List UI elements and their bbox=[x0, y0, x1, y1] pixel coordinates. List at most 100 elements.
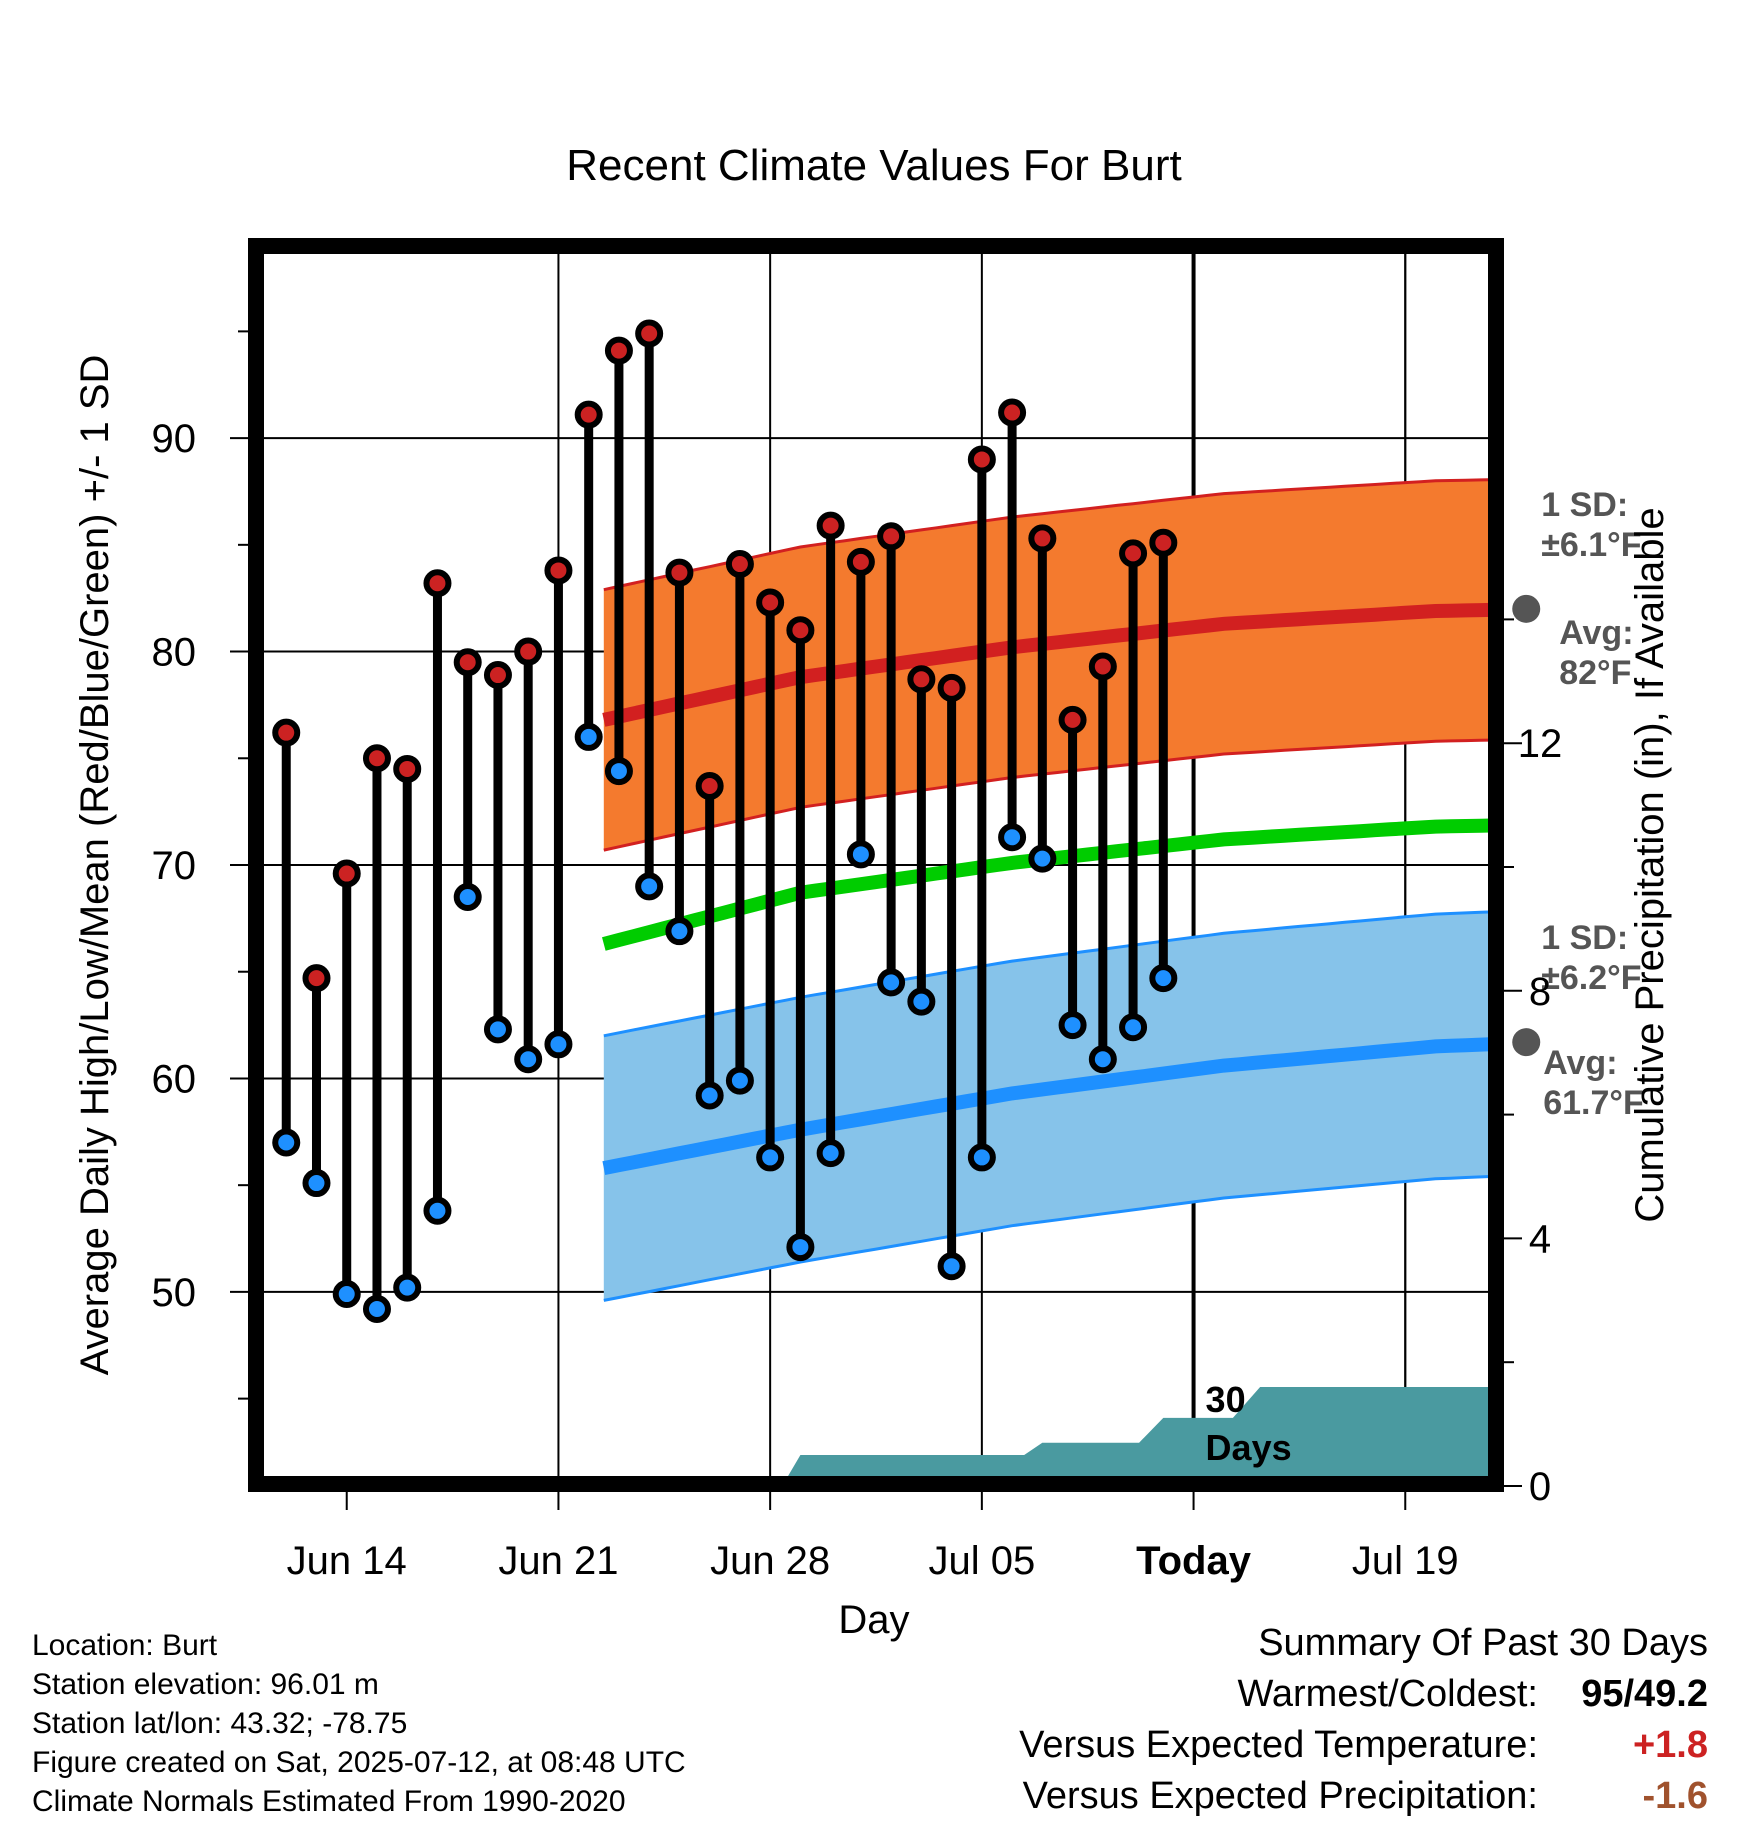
station-metadata: Location: Burt Station elevation: 96.01 … bbox=[32, 1626, 686, 1821]
x-axis-title: Day bbox=[838, 1598, 909, 1642]
day-bar-2025-07-02 bbox=[877, 522, 906, 997]
day-bar-2025-06-17 bbox=[423, 569, 452, 1225]
day-bar-2025-07-01 bbox=[846, 547, 875, 869]
high-point bbox=[998, 398, 1027, 427]
meta-location: Location: Burt bbox=[32, 1629, 218, 1662]
precip-value: -1.6 bbox=[1642, 1775, 1708, 1817]
low-sd-label: 1 SD: bbox=[1541, 919, 1628, 957]
y2-tick-label: 12 bbox=[1518, 722, 1563, 766]
day-bar-2025-06-14 bbox=[332, 859, 361, 1309]
low-point bbox=[786, 1233, 815, 1262]
x-tick-label: Jun 21 bbox=[498, 1539, 618, 1583]
low-point bbox=[756, 1143, 785, 1172]
high-avg-marker bbox=[1512, 594, 1541, 623]
daily-temperature-bars bbox=[272, 319, 1178, 1323]
low-point bbox=[514, 1045, 543, 1074]
low-point bbox=[967, 1143, 996, 1172]
day-bar-2025-06-19 bbox=[483, 661, 512, 1044]
high-point bbox=[544, 556, 573, 585]
high-point bbox=[877, 522, 906, 551]
low-point bbox=[302, 1169, 331, 1198]
high-point bbox=[967, 445, 996, 474]
day-bar-2025-07-11 bbox=[1149, 528, 1178, 993]
high-point bbox=[1149, 528, 1178, 557]
high-point bbox=[816, 511, 845, 540]
meta-created: Figure created on Sat, 2025-07-12, at 08… bbox=[32, 1746, 686, 1779]
day-bar-2025-06-26 bbox=[695, 772, 724, 1110]
high-point bbox=[786, 616, 815, 645]
temp-label: Versus Expected Temperature: bbox=[1019, 1724, 1538, 1766]
chart-title: Recent Climate Values For Burt bbox=[566, 141, 1181, 190]
low-point bbox=[665, 917, 694, 946]
meta-latlon: Station lat/lon: 43.32; -78.75 bbox=[32, 1707, 408, 1740]
day-bar-2025-06-27 bbox=[725, 550, 754, 1095]
high-point bbox=[907, 665, 936, 694]
low-avg-marker bbox=[1512, 1028, 1541, 1057]
temp-value: +1.8 bbox=[1632, 1724, 1708, 1766]
high-point bbox=[1088, 652, 1117, 681]
low-point bbox=[453, 883, 482, 912]
low-point bbox=[907, 987, 936, 1016]
low-point bbox=[635, 872, 664, 901]
day-bar-2025-06-18 bbox=[453, 648, 482, 912]
low-avg-label: Avg: bbox=[1543, 1044, 1617, 1082]
day-bar-2025-07-05 bbox=[967, 445, 996, 1172]
low-point bbox=[816, 1139, 845, 1168]
low-point bbox=[332, 1280, 361, 1309]
day-bar-2025-07-04 bbox=[937, 673, 966, 1281]
low-point bbox=[423, 1196, 452, 1225]
high-point bbox=[1119, 539, 1148, 568]
low-point bbox=[574, 722, 603, 751]
low-point bbox=[1149, 964, 1178, 993]
x-axis-ticks: Jun 14 Jun 21 Jun 28 Jul 05 Today Jul 19 bbox=[287, 1492, 1459, 1583]
day-bar-2025-06-28 bbox=[756, 588, 785, 1172]
day-bar-2025-06-21 bbox=[544, 556, 573, 1059]
high-point bbox=[725, 550, 754, 579]
low-point bbox=[937, 1252, 966, 1281]
day-bar-2025-06-30 bbox=[816, 511, 845, 1168]
y-tick-label: 80 bbox=[152, 631, 197, 675]
summary-precip: Versus Expected Precipitation: -1.6 bbox=[1023, 1775, 1708, 1818]
high-point bbox=[483, 661, 512, 690]
normal-high-band-upper bbox=[603, 478, 1496, 592]
x-tick-label: Today bbox=[1136, 1539, 1252, 1583]
high-avg-label: Avg: bbox=[1559, 614, 1633, 652]
low-point bbox=[1028, 844, 1057, 873]
normal-high-band-lower bbox=[603, 738, 1496, 852]
low-point bbox=[604, 757, 633, 786]
precip-fill bbox=[783, 1387, 1496, 1484]
low-point bbox=[695, 1081, 724, 1110]
day-bar-2025-06-23 bbox=[604, 336, 633, 786]
high-point bbox=[756, 588, 785, 617]
high-point bbox=[362, 744, 391, 773]
x-tick-label: Jul 05 bbox=[928, 1539, 1035, 1583]
summary-warm-cold: Warmest/Coldest: 95/49.2 bbox=[1237, 1673, 1708, 1716]
high-sd-value: ±6.1°F bbox=[1541, 526, 1641, 564]
normal-mean-line bbox=[602, 818, 1496, 951]
y2-axis-title: Cumulative Precipitation (in), If Availa… bbox=[1628, 507, 1672, 1222]
y-tick-label: 60 bbox=[152, 1057, 197, 1101]
low-point bbox=[544, 1030, 573, 1059]
normal-low-band-lower bbox=[603, 1174, 1496, 1302]
low-avg-value: 61.7°F bbox=[1543, 1084, 1644, 1122]
high-avg-value: 82°F bbox=[1559, 654, 1631, 692]
precip-label-30: 30 bbox=[1206, 1379, 1246, 1420]
high-point bbox=[302, 964, 331, 993]
low-point bbox=[1058, 1011, 1087, 1040]
day-bar-2025-06-16 bbox=[393, 754, 422, 1302]
day-bar-2025-07-07 bbox=[1028, 524, 1057, 873]
precip-label: Versus Expected Precipitation: bbox=[1022, 1775, 1538, 1817]
day-bar-2025-06-12 bbox=[272, 718, 301, 1157]
day-bar-2025-07-10 bbox=[1119, 539, 1148, 1042]
y-axis-title: Average Daily High/Low/Mean (Red/Blue/Gr… bbox=[73, 355, 117, 1376]
day-bar-2025-07-08 bbox=[1058, 705, 1087, 1040]
high-point bbox=[846, 547, 875, 576]
x-tick-label: Jun 28 bbox=[710, 1539, 830, 1583]
low-point bbox=[272, 1128, 301, 1157]
y-tick-label: 70 bbox=[152, 844, 197, 888]
y2-tick-label: 8 bbox=[1529, 970, 1551, 1014]
low-point bbox=[846, 840, 875, 869]
day-bar-2025-06-13 bbox=[302, 964, 331, 1198]
